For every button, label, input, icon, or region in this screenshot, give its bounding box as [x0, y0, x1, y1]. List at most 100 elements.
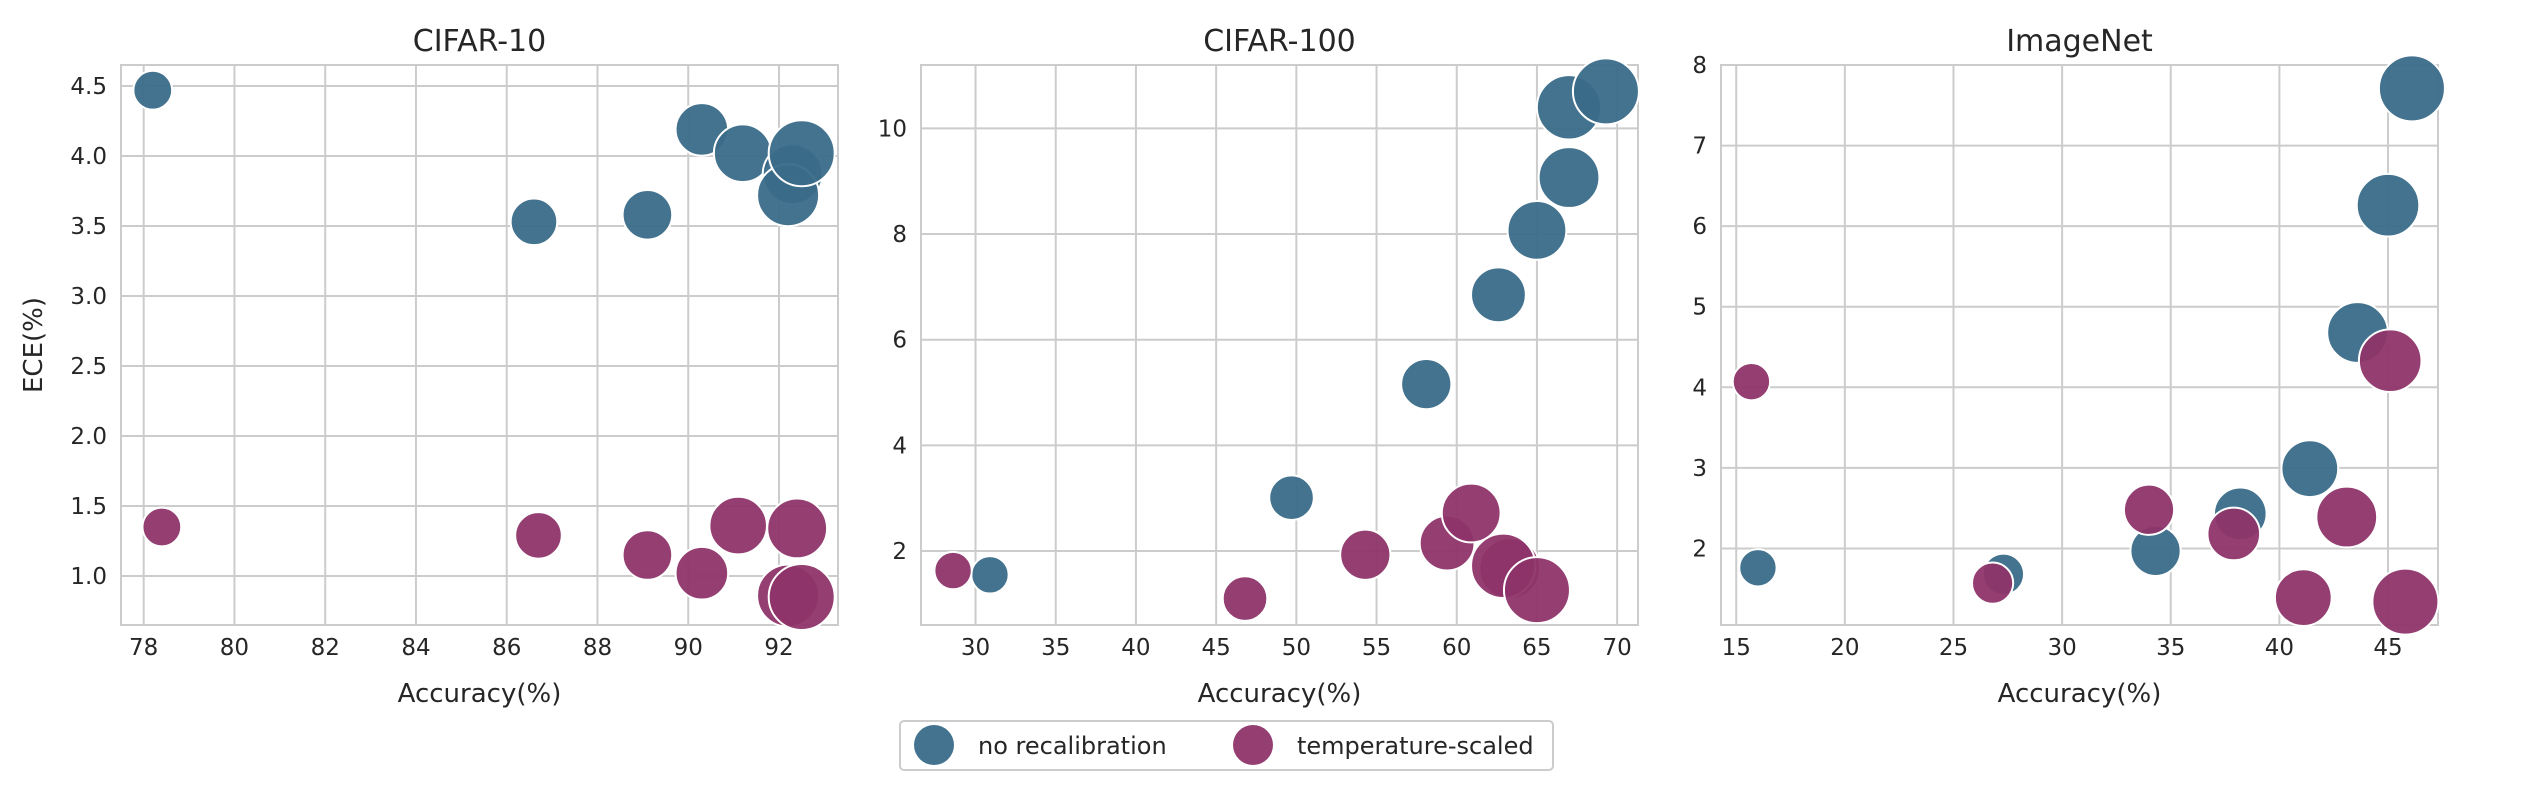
- panel-cifar10: 78 80 82 84 86 88 90 92 1.0 1.5 2.0 2.5 3.0 3.5 4.0 4.5…: [19, 24, 839, 709]
- panel-cifar100-point-temperature-scaled: [1502, 556, 1571, 625]
- panel-cifar10-x-axis-label: Accuracy(%): [398, 679, 562, 709]
- panel-imagenet-y-tick-label: 4: [1692, 375, 1707, 401]
- panel-cifar10-point-no-recalibration: [509, 197, 559, 247]
- panel-imagenet-x-tick-label: 40: [2265, 635, 2294, 661]
- panel-cifar100-point-no-recalibration: [1506, 199, 1568, 261]
- panel-cifar10-x-tick-label: 78: [129, 635, 158, 661]
- panel-cifar100-point-no-recalibration: [1268, 474, 1315, 521]
- panel-cifar100-x-tick-label: 50: [1282, 635, 1311, 661]
- panel-imagenet-point-no-recalibration: [1738, 548, 1778, 588]
- panel-imagenet-point-temperature-scaled: [1731, 361, 1772, 402]
- panel-cifar100-point-no-recalibration: [1470, 266, 1527, 324]
- panel-cifar10-x-tick-label: 80: [220, 635, 249, 661]
- panel-cifar100-ticks: 30 35 40 45 50 55 60 65 70 2 4 6 8 10: [878, 116, 1632, 661]
- panel-cifar10-point-temperature-scaled: [766, 497, 829, 560]
- panel-imagenet-point-temperature-scaled: [2371, 567, 2440, 636]
- panel-imagenet-y-tick-label: 7: [1692, 134, 1707, 160]
- panel-imagenet-x-axis-label: Accuracy(%): [1998, 679, 2162, 709]
- legend-marker-temperature-scaled: [1233, 725, 1273, 765]
- legend-label-temperature-scaled: temperature-scaled: [1297, 732, 1534, 760]
- panel-imagenet-y-tick-label: 2: [1692, 536, 1707, 562]
- panel-cifar10-point-no-recalibration: [767, 119, 836, 188]
- legend-marker-no-recalibration: [914, 725, 954, 765]
- panel-cifar100-frame: [920, 64, 1639, 626]
- panel-imagenet-frame: [1720, 64, 2439, 626]
- panel-cifar100-x-tick-label: 45: [1202, 635, 1231, 661]
- panel-cifar100-point-temperature-scaled: [1440, 482, 1502, 544]
- panel-cifar100-x-tick-label: 40: [1121, 635, 1150, 661]
- panel-cifar100-point-temperature-scaled: [1339, 528, 1392, 581]
- panel-cifar10-point-no-recalibration: [132, 69, 174, 111]
- panel-imagenet-title: ImageNet: [2006, 24, 2153, 59]
- panel-cifar100-grid: [921, 65, 1638, 625]
- panel-cifar10-y-tick-label: 2.5: [70, 354, 107, 380]
- panel-cifar10-points: [132, 69, 836, 631]
- panel-cifar10-grid: [121, 65, 838, 625]
- panel-imagenet-y-tick-label: 3: [1692, 456, 1707, 482]
- panel-cifar100-points: [933, 57, 1640, 625]
- panel-cifar10-point-temperature-scaled: [708, 495, 768, 556]
- panel-imagenet-x-tick-label: 25: [1939, 635, 1968, 661]
- panel-cifar100-y-tick-label: 8: [892, 222, 907, 248]
- panel-cifar10-title: CIFAR-10: [413, 24, 546, 59]
- panel-cifar100-point-no-recalibration: [1537, 146, 1601, 209]
- panel-imagenet-x-tick-label: 15: [1722, 635, 1751, 661]
- panel-cifar100-x-tick-label: 35: [1041, 635, 1070, 661]
- panel-imagenet-x-tick-label: 45: [2373, 635, 2402, 661]
- legend: no recalibration temperature-scaled: [899, 720, 1554, 771]
- panel-imagenet-x-tick-label: 20: [1830, 635, 1859, 661]
- panel-cifar10-x-tick-label: 88: [583, 635, 612, 661]
- panel-imagenet-x-tick-label: 30: [2047, 635, 2076, 661]
- panel-cifar10-y-tick-label: 4.0: [70, 144, 107, 170]
- panel-cifar10-point-temperature-scaled: [767, 563, 836, 631]
- panel-cifar10-point-temperature-scaled: [674, 545, 730, 601]
- panel-cifar10-ticks: 78 80 82 84 86 88 90 92 1.0 1.5 2.0 2.5 3.0 3.5 4.0 4.5: [70, 74, 793, 661]
- panel-cifar100-x-tick-label: 70: [1603, 635, 1632, 661]
- panel-cifar10-y-tick-label: 3.0: [70, 284, 107, 310]
- panel-cifar100-x-tick-label: 60: [1442, 635, 1471, 661]
- panel-cifar100-y-tick-label: 10: [878, 116, 907, 142]
- legend-frame: [899, 720, 1554, 771]
- panel-imagenet-point-no-recalibration: [2355, 172, 2421, 238]
- panel-cifar10-y-axis-label: ECE(%): [19, 297, 49, 393]
- panel-cifar10-x-tick-label: 86: [492, 635, 521, 661]
- panel-imagenet-point-temperature-scaled: [2206, 506, 2262, 562]
- panel-cifar100-y-tick-label: 4: [892, 433, 907, 459]
- panel-cifar10-point-temperature-scaled: [621, 529, 674, 581]
- panel-cifar100-x-tick-label: 55: [1362, 635, 1391, 661]
- panel-imagenet-point-temperature-scaled: [2273, 568, 2333, 628]
- panel-imagenet-point-no-recalibration: [2377, 54, 2446, 123]
- legend-label-no-recalibration: no recalibration: [978, 732, 1167, 760]
- panel-cifar10-y-tick-label: 4.5: [70, 74, 107, 100]
- panel-cifar10-y-tick-label: 1.5: [70, 494, 107, 520]
- panel-cifar100-x-axis-label: Accuracy(%): [1198, 679, 1362, 709]
- panel-cifar100-x-tick-label: 65: [1522, 635, 1551, 661]
- panel-imagenet-point-temperature-scaled: [2315, 485, 2379, 549]
- panel-cifar100-point-temperature-scaled: [1221, 575, 1269, 622]
- panel-cifar10-y-tick-label: 2.0: [70, 424, 107, 450]
- panel-imagenet-x-tick-label: 35: [2156, 635, 2185, 661]
- panel-cifar100-x-tick-label: 30: [961, 635, 990, 661]
- panel-cifar10-x-tick-label: 90: [674, 635, 703, 661]
- panel-imagenet-point-temperature-scaled: [2357, 328, 2423, 394]
- panel-imagenet-point-temperature-scaled: [2122, 483, 2176, 536]
- panel-cifar10-y-tick-label: 1.0: [70, 564, 107, 590]
- panel-cifar100-point-no-recalibration: [1400, 357, 1453, 411]
- panel-cifar10-y-tick-label: 3.5: [70, 214, 107, 240]
- panel-cifar100-point-no-recalibration: [1571, 57, 1640, 126]
- panel-imagenet-y-tick-label: 8: [1692, 53, 1707, 79]
- panel-cifar10-x-tick-label: 82: [311, 635, 340, 661]
- panel-cifar10-frame: [120, 64, 839, 626]
- panel-cifar10-point-no-recalibration: [621, 189, 674, 241]
- panel-imagenet-point-temperature-scaled: [1970, 561, 2015, 605]
- panel-cifar100-y-tick-label: 6: [892, 328, 907, 354]
- panel-cifar10-point-temperature-scaled: [141, 506, 183, 548]
- panel-cifar100-point-no-recalibration: [970, 555, 1010, 595]
- panel-cifar10-x-tick-label: 92: [764, 635, 793, 661]
- panel-cifar100-title: CIFAR-100: [1203, 24, 1356, 59]
- panel-imagenet-point-no-recalibration: [2280, 439, 2340, 499]
- panel-imagenet-y-tick-label: 5: [1692, 295, 1707, 321]
